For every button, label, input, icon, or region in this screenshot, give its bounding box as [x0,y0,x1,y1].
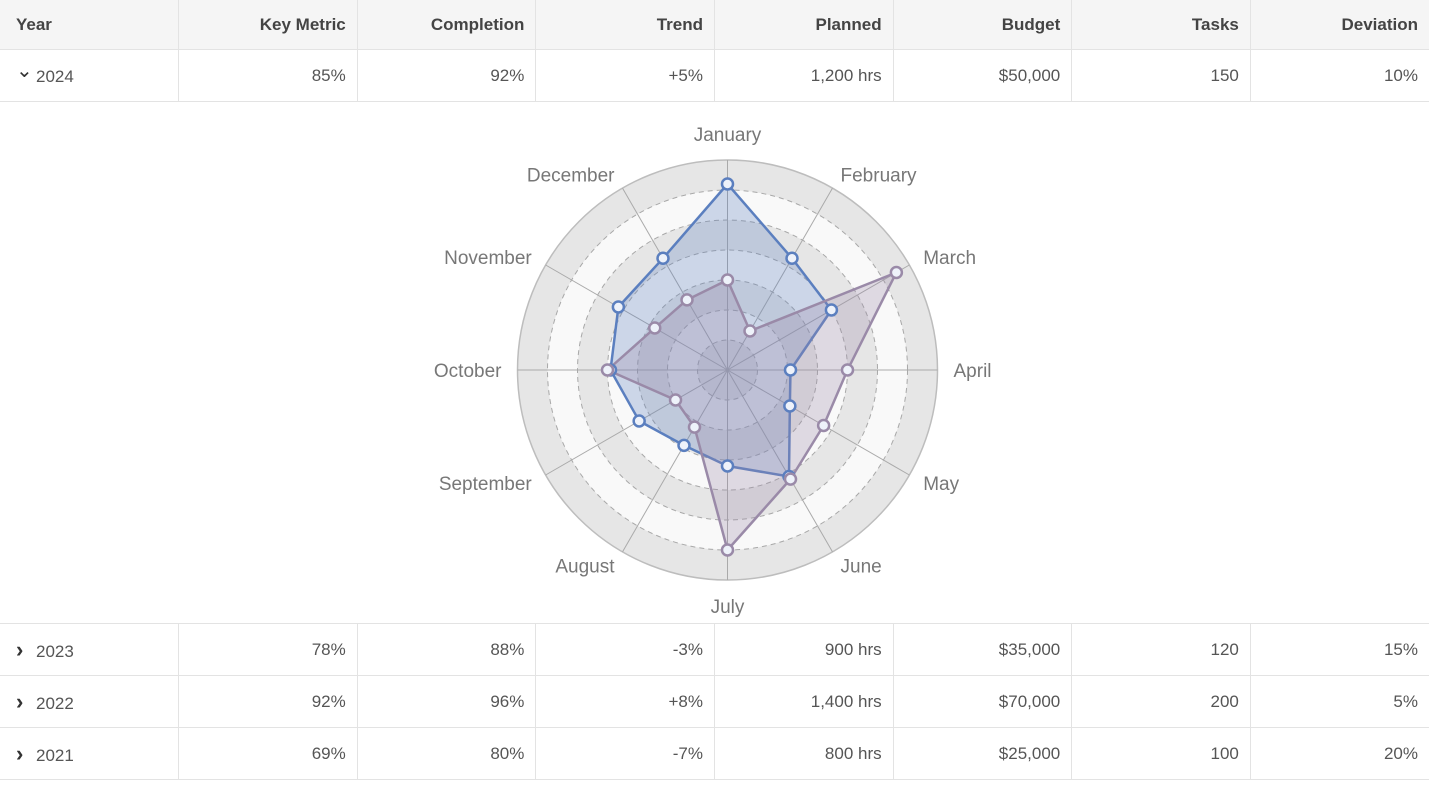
cell-planned: 1,200 hrs [714,49,894,102]
data-point[interactable] [783,399,797,413]
axis-label-november: November [444,248,532,269]
year-label: 2024 [36,67,74,86]
cell-key-metric: 92% [178,675,358,728]
axis-label-august: August [555,557,615,578]
chevron-down-icon[interactable]: ⌄ [16,60,33,82]
column-header-planned[interactable]: Planned [714,0,894,50]
spoke [727,187,833,371]
cell-planned: 800 hrs [714,727,894,780]
year-label: 2021 [36,745,74,765]
spoke [622,187,728,371]
axis-label-january: January [694,125,762,146]
data-point[interactable] [824,303,839,317]
year-label: 2023 [36,641,74,661]
cell-tasks: 100 [1071,727,1251,780]
cell-budget: $50,000 [893,49,1073,102]
header-row: Year Key Metric Completion Trend Planned Budg… [0,0,1429,50]
table-row[interactable]: ⌄ 2024 85% 92% +5% 1,200 hrs $50,000 150 10% [0,49,1429,102]
cell-completion: 88% [357,623,537,676]
axis-label-april: April [954,361,992,382]
column-header-key-metric[interactable]: Key Metric [178,0,358,50]
cell-deviation: 15% [1250,623,1429,676]
cell-key-metric: 69% [178,727,358,780]
cell-budget: $70,000 [893,675,1073,728]
cell-planned: 900 hrs [714,623,894,676]
axis-label-july: July [711,597,745,618]
cell-deviation: 20% [1250,727,1429,780]
year-label: 2022 [36,693,74,713]
data-point[interactable] [783,472,798,486]
cell-key-metric: 78% [178,623,358,676]
data-point[interactable] [785,251,799,266]
cell-trend: +8% [535,675,715,728]
data-point[interactable] [816,418,831,433]
data-point[interactable] [720,543,735,557]
data-point[interactable] [677,438,691,453]
data-point[interactable] [720,273,735,287]
spoke [622,369,728,553]
column-header-completion[interactable]: Completion [357,0,537,50]
radar-chart: January February March April May June July Augu… [434,125,992,618]
year-cell[interactable]: › 2023 [0,623,180,676]
data-point[interactable] [600,363,615,377]
column-header-tasks[interactable]: Tasks [1071,0,1251,50]
chevron-right-icon[interactable]: › [16,740,24,766]
cell-deviation: 10% [1250,49,1429,102]
column-header-year[interactable]: Year [0,0,180,50]
data-point[interactable] [656,251,670,266]
data-point[interactable] [720,177,735,191]
column-header-trend[interactable]: Trend [535,0,715,50]
cell-trend: -7% [535,727,715,780]
cell-trend: -3% [535,623,715,676]
data-point[interactable] [840,363,855,377]
year-cell[interactable]: ⌄ 2024 [0,49,180,102]
axis-label-september: September [439,474,533,495]
column-header-budget[interactable]: Budget [893,0,1073,50]
axis-label-october: October [434,361,502,382]
data-point[interactable] [783,363,798,377]
detail-cell: January February March April May June July Augu… [0,101,1429,624]
data-point[interactable] [889,265,904,280]
data-point[interactable] [611,300,626,314]
cell-tasks: 150 [1071,49,1251,102]
cell-completion: 92% [357,49,537,102]
chevron-right-icon[interactable]: › [16,636,24,662]
cell-completion: 80% [357,727,537,780]
data-point[interactable] [680,293,694,307]
spoke [727,264,910,371]
year-cell[interactable]: › 2021 [0,727,180,780]
detail-row: January February March April May June July Augu… [0,101,1429,624]
column-header-deviation[interactable]: Deviation [1250,0,1429,50]
spoke [727,369,833,553]
cell-deviation: 5% [1250,675,1429,728]
table-row[interactable]: › 2022 92% 96% +8% 1,400 hrs $70,000 200 5% [0,675,1429,728]
cell-trend: +5% [535,49,715,102]
cell-completion: 96% [357,675,537,728]
cell-tasks: 120 [1071,623,1251,676]
year-cell[interactable]: › 2022 [0,675,180,728]
cell-budget: $25,000 [893,727,1073,780]
axis-label-june: June [841,557,882,578]
data-point[interactable] [687,420,702,434]
chevron-right-icon[interactable]: › [16,688,24,714]
data-point[interactable] [668,393,683,407]
axis-label-march: March [923,248,976,269]
data-point[interactable] [632,414,646,428]
axis-label-december: December [527,165,615,186]
data-point[interactable] [720,459,735,473]
cell-budget: $35,000 [893,623,1073,676]
spoke [545,264,728,371]
cell-key-metric: 85% [178,49,358,102]
table-row[interactable]: › 2021 69% 80% -7% 800 hrs $25,000 100 20% [0,727,1429,780]
axis-label-february: February [841,165,918,186]
axis-label-may: May [923,474,959,495]
data-point[interactable] [743,324,757,338]
cell-planned: 1,400 hrs [714,675,894,728]
cell-tasks: 200 [1071,675,1251,728]
table-row[interactable]: › 2023 78% 88% -3% 900 hrs $35,000 120 15% [0,623,1429,676]
data-point[interactable] [648,321,662,335]
data-grid: Year Key Metric Completion Trend Planned Budg… [0,0,1429,780]
